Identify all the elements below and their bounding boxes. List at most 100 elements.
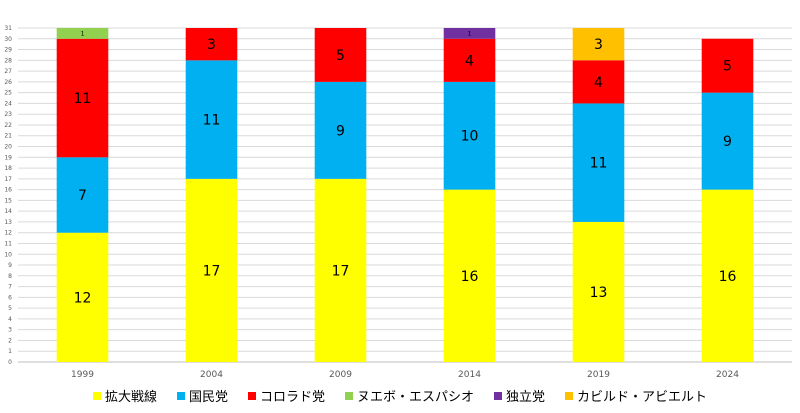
bar-segment [701, 38, 754, 93]
bar-segment [314, 178, 367, 362]
legend-swatch [176, 391, 185, 400]
y-tick-label: 16 [4, 187, 12, 194]
data-label: 11 [590, 156, 608, 172]
bar-segment [572, 221, 625, 362]
x-tick-label: 2024 [716, 370, 739, 380]
y-tick-label: 15 [4, 197, 12, 204]
y-tick-label: 23 [4, 111, 12, 118]
bars [56, 28, 754, 362]
bar-segment [443, 189, 496, 362]
y-tick-label: 5 [8, 305, 12, 312]
y-tick-label: 6 [8, 294, 12, 301]
x-tick-label: 2019 [587, 370, 610, 380]
y-tick-label: 7 [8, 284, 12, 291]
data-label: 4 [594, 75, 603, 91]
legend-label: 独立党 [506, 390, 546, 405]
gridlines [18, 27, 792, 363]
y-tick-label: 26 [4, 79, 12, 86]
bar-segment [572, 28, 625, 61]
bar-segment [314, 28, 367, 82]
axes: 0123456789101112131415161718192021222324… [4, 25, 792, 380]
y-tick-label: 9 [8, 262, 12, 269]
legend-swatch [494, 391, 503, 400]
data-label: 17 [332, 263, 350, 279]
legend-swatch [345, 391, 353, 400]
legend-item: カビルド・アビエルト [565, 386, 707, 405]
data-label: 3 [594, 37, 603, 53]
legend-item: 独立党 [494, 386, 545, 405]
bar-segment [572, 60, 625, 104]
y-tick-label: 19 [4, 154, 12, 161]
bar-segment [701, 189, 754, 362]
legend-swatch [565, 391, 574, 400]
y-tick-label: 24 [4, 100, 12, 107]
legend-swatch [92, 391, 101, 400]
legend-item: 拡大戦線 [92, 386, 157, 405]
data-label: 3 [207, 37, 216, 53]
y-tick-label: 14 [4, 208, 12, 215]
y-tick-label: 18 [4, 165, 12, 172]
data-label: 11 [74, 91, 92, 107]
y-tick-label: 25 [4, 90, 12, 97]
data-label: 5 [723, 59, 732, 75]
y-tick-label: 3 [8, 327, 12, 334]
bar-segment [185, 28, 238, 61]
data-label: 7 [78, 188, 87, 204]
legend-item: ヌエボ・エスパシオ [345, 386, 474, 405]
legend-label: ヌエボ・エスパシオ [357, 390, 475, 405]
bar-segment [314, 81, 367, 179]
y-tick-label: 0 [8, 359, 12, 366]
bar-segment [56, 28, 109, 39]
data-label: 13 [590, 285, 608, 301]
x-tick-label: 2004 [200, 370, 223, 380]
y-tick-label: 20 [4, 144, 12, 151]
data-label: 9 [336, 123, 345, 139]
y-tick-label: 8 [8, 273, 12, 280]
data-label: 10 [461, 129, 479, 145]
y-tick-label: 22 [4, 122, 12, 129]
bar-segment [701, 92, 754, 190]
data-label: 17 [203, 263, 221, 279]
data-label: 5 [336, 48, 345, 64]
y-tick-label: 4 [8, 316, 12, 323]
data-label: 16 [461, 269, 479, 285]
legend-item: コロラド党 [247, 386, 325, 405]
y-tick-label: 29 [4, 47, 12, 54]
legend-item: 国民党 [176, 386, 228, 405]
legend-label: 拡大戦線 [104, 390, 157, 405]
legend-swatch [247, 391, 256, 400]
y-tick-label: 31 [4, 25, 12, 32]
data-label: 9 [723, 134, 732, 150]
data-label: 12 [74, 290, 92, 306]
y-tick-label: 2 [8, 337, 12, 344]
y-tick-label: 27 [4, 68, 12, 75]
bar-segment [185, 178, 238, 362]
y-tick-label: 11 [4, 240, 12, 247]
y-tick-label: 1 [8, 348, 12, 355]
bar-segment [443, 28, 496, 39]
bar-segment [185, 60, 238, 179]
x-tick-label: 2014 [458, 370, 481, 380]
data-label: 1 [81, 30, 85, 37]
y-tick-label: 21 [4, 133, 12, 140]
y-tick-label: 10 [4, 251, 12, 258]
bar-segment [572, 103, 625, 222]
data-label: 16 [719, 269, 737, 285]
x-tick-label: 1999 [71, 370, 94, 380]
bar-segment [56, 157, 109, 233]
y-tick-label: 17 [4, 176, 12, 183]
legend: 拡大戦線 国民党 コロラド党 ヌエボ・エスパシオ 独立党 カビルド・アビエルト [0, 386, 800, 405]
data-label: 1 [468, 30, 472, 37]
legend-label: 国民党 [188, 390, 228, 405]
y-tick-label: 13 [4, 219, 12, 226]
bar-segment [56, 38, 109, 158]
bar-segment [56, 232, 109, 362]
data-label: 11 [203, 113, 221, 129]
legend-label: カビルド・アビエルト [577, 390, 708, 405]
bar-segment [443, 38, 496, 82]
y-tick-label: 28 [4, 57, 12, 64]
y-tick-label: 30 [4, 36, 12, 43]
